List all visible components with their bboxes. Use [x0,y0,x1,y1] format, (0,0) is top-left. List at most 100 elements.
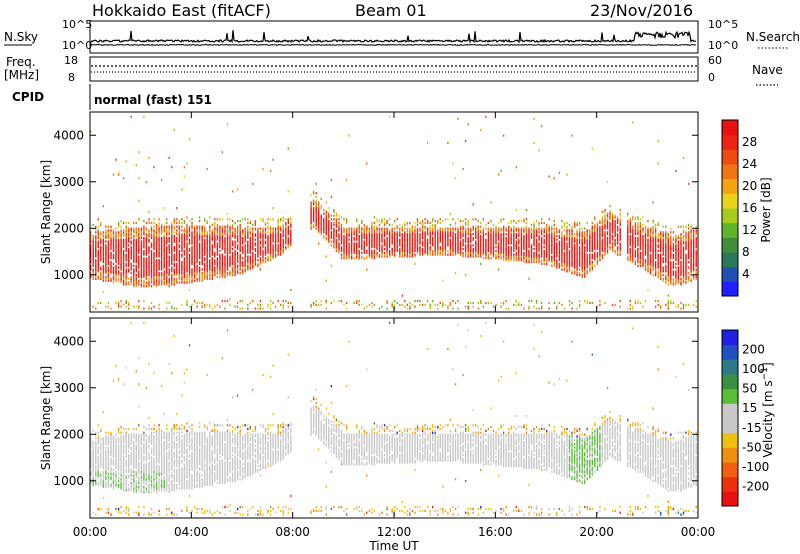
power-cell [654,251,657,254]
power-cell [452,231,454,234]
power-cell [206,257,208,260]
power-cell [426,253,429,256]
power-cell [340,300,343,303]
power-cell [642,253,644,256]
power-cell [502,253,505,256]
power-cell [92,236,94,239]
power-cell [515,227,517,230]
power-cell [211,274,213,277]
power-cell [366,234,368,238]
power-cell [497,247,500,251]
power-cell [594,253,596,256]
power-cell [92,264,94,267]
power-cell [551,233,553,236]
power-cell [338,229,340,232]
power-cell [386,300,388,303]
power-cell [242,272,244,275]
power-cell [571,238,573,241]
power-cell [226,272,229,275]
power-cell [310,214,312,217]
power-cell [320,303,322,306]
power-cell [145,233,148,236]
power-cell [97,253,99,256]
power-cell [231,234,234,238]
power-cell [543,221,545,225]
power-cell [221,238,224,241]
power-cell [163,247,165,251]
power-cell [183,259,186,262]
power-cell [475,234,477,238]
power-cell [242,238,244,241]
power-cell [394,236,396,239]
power-cell [120,231,122,234]
power-cell [335,212,338,215]
power-cell [234,266,236,269]
power-cell [540,236,543,239]
power-cell [548,233,550,236]
power-cell [236,246,239,249]
power-cell [155,242,158,245]
power-cell [125,240,127,243]
power-cell [467,221,469,225]
power-cell [244,240,246,243]
power-cell [492,234,495,238]
power-cell [396,236,398,239]
power-cell [363,244,365,247]
power-cell [371,251,373,254]
power-cell [660,262,662,265]
power-cell [338,234,340,238]
power-cell [594,255,596,258]
power-cell [475,249,477,252]
power-cell [183,268,186,271]
power-cell [533,257,535,260]
power-cell [229,257,231,260]
power-cell [589,238,591,241]
power-cell [475,240,477,243]
power-cell [652,244,654,247]
power-cell [333,223,335,226]
power-cell [133,272,135,275]
power-cell [160,240,163,243]
power-cell [584,253,586,256]
power-cell [183,246,186,249]
power-cell [644,233,647,236]
power-cell [616,229,619,232]
power-cell [409,231,411,234]
power-cell [249,268,251,271]
power-cell [125,227,127,230]
power-cell [140,266,143,269]
power-cell [171,279,173,282]
power-cell [262,234,264,238]
power-cell [591,221,593,225]
power-cell [168,301,170,305]
power-cell [520,253,523,256]
power-cell [459,244,462,247]
power-cell [508,225,510,228]
power-cell [459,249,462,252]
power-cell [168,251,170,254]
power-cell [176,307,178,310]
power-cell [586,249,588,252]
power-cell [219,305,221,308]
power-cell [198,266,201,269]
power-cell [492,244,495,247]
power-cell [150,275,153,278]
power-cell [135,242,137,245]
power-cell [432,236,434,239]
power-cell [457,236,459,239]
power-cell [356,234,358,238]
power-cell [239,253,241,256]
power-cell [226,268,229,271]
power-cell [236,305,239,308]
power-cell [437,233,439,236]
power-cell [434,233,436,236]
power-cell [376,229,378,232]
power-cell [578,240,581,243]
power-cell [138,218,140,221]
power-cell [429,229,431,232]
power-cell [90,234,92,238]
power-cell [591,234,593,238]
power-cell [644,300,647,303]
power-cell [424,236,426,239]
power-cell [168,233,170,236]
